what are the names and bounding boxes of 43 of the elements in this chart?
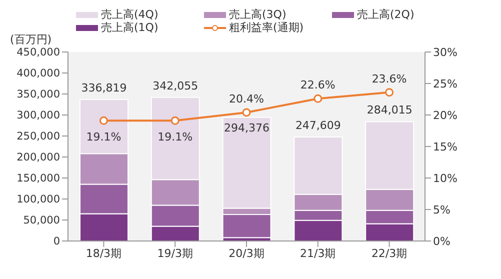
total-label: 284,015 bbox=[366, 104, 412, 117]
y2-tick-label: 30% bbox=[433, 46, 458, 59]
x-tick-label: 18/3期 bbox=[86, 246, 122, 260]
x-tick-label: 21/3期 bbox=[300, 246, 336, 260]
y2-tick-label: 0% bbox=[433, 234, 450, 248]
y-tick-label: 0 bbox=[53, 236, 60, 248]
data-label: 19.1% bbox=[86, 130, 122, 144]
y-axis-title: (百万円) bbox=[10, 32, 52, 47]
y2-tick-label: 5% bbox=[433, 203, 450, 216]
total-label: 247,609 bbox=[295, 119, 341, 132]
data-label: 20.4% bbox=[229, 92, 264, 106]
y-tick-label: 450,000 bbox=[16, 46, 60, 59]
data-label: 22.6% bbox=[300, 78, 336, 92]
point bbox=[99, 116, 108, 125]
y-tick-label: 350,000 bbox=[16, 88, 60, 101]
y2-tick-label: 15% bbox=[433, 140, 458, 154]
legend-label: 売上高(2Q) bbox=[357, 8, 414, 21]
legend-label: 売上高(1Q) bbox=[101, 21, 158, 34]
total-label: 342,055 bbox=[152, 79, 198, 92]
data-label: 19.1% bbox=[158, 130, 193, 144]
y2-tick-label: 20% bbox=[433, 108, 458, 122]
y2-tick-label: 10% bbox=[433, 172, 458, 185]
total-label: 336,819 bbox=[81, 82, 127, 95]
point bbox=[314, 94, 322, 103]
y-tick-label: 400,000 bbox=[16, 68, 60, 80]
data-label: 23.6% bbox=[372, 72, 407, 86]
x-tick-label: 20/3期 bbox=[228, 246, 264, 260]
point bbox=[385, 88, 394, 97]
x-tick-label: 22/3期 bbox=[371, 246, 408, 260]
y-tick-label: 100,000 bbox=[16, 194, 60, 206]
y-tick-label: 300,000 bbox=[16, 110, 60, 122]
y-tick-label: 150,000 bbox=[16, 172, 60, 185]
legend-label: 売上高(4Q) bbox=[101, 8, 158, 21]
y-tick-label: 250,000 bbox=[16, 130, 60, 143]
point bbox=[242, 108, 251, 117]
legend-label: 売上高(3Q) bbox=[229, 8, 286, 21]
total-label: 294,376 bbox=[224, 121, 270, 134]
y-tick-label: 200,000 bbox=[16, 152, 60, 164]
x-tick-label: 19/3期 bbox=[157, 246, 193, 260]
point bbox=[170, 116, 180, 125]
y2-tick-label: 25% bbox=[433, 77, 458, 90]
legend-label: 粗利益率(通期) bbox=[229, 21, 304, 34]
y-tick-label: 50,000 bbox=[23, 214, 60, 227]
